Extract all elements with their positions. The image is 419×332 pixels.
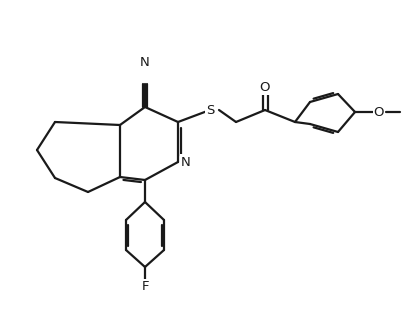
Text: O: O [260,80,270,94]
Text: F: F [141,281,149,293]
Text: S: S [206,104,214,117]
Text: O: O [374,106,384,119]
Text: N: N [140,55,150,68]
Text: N: N [181,155,191,169]
